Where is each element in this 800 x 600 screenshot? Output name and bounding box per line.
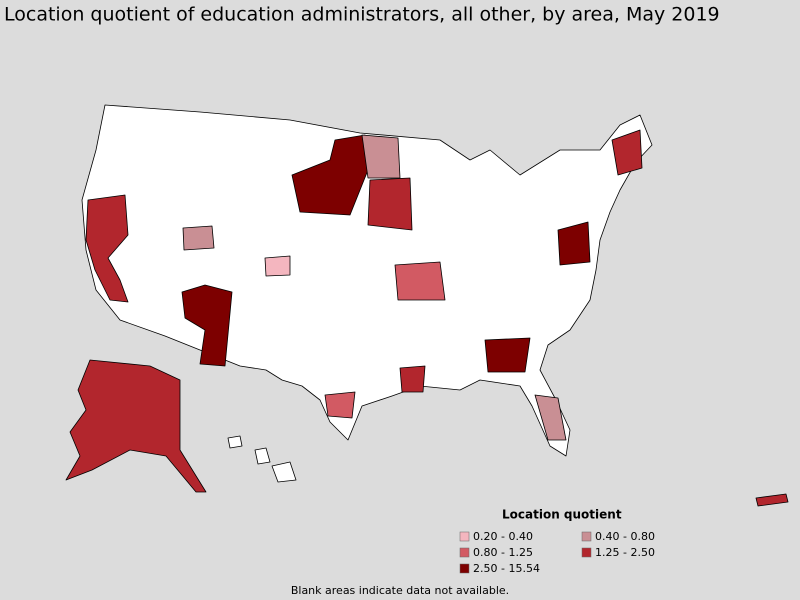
footnote: Blank areas indicate data not available. (291, 584, 509, 597)
region-wisconsin (367, 177, 413, 231)
hawaii-3 (271, 461, 297, 483)
region-florida (534, 394, 567, 441)
legend-label: 0.40 - 0.80 (595, 530, 655, 543)
alaska (65, 359, 207, 493)
hawaii-2 (254, 447, 271, 465)
region-texas (324, 391, 356, 419)
puerto-rico (755, 493, 789, 507)
region-carolina (484, 337, 531, 373)
region-california (85, 194, 129, 303)
legend-label: 2.50 - 15.54 (473, 562, 540, 575)
region-mississippi (399, 365, 426, 393)
legend-swatch (581, 531, 592, 542)
region-colorado (182, 225, 215, 251)
map-title: Location quotient of education administr… (4, 4, 720, 26)
legend-swatch (581, 547, 592, 558)
legend-swatch (459, 531, 470, 542)
legend-swatch (459, 563, 470, 574)
legend: 0.20 - 0.40 0.40 - 0.80 0.80 - 1.25 1.25 - … (459, 530, 655, 575)
legend-swatch (459, 547, 470, 558)
region-newmexico (264, 255, 291, 277)
hawaii-1 (227, 435, 243, 449)
legend-label: 0.20 - 0.40 (473, 530, 533, 543)
legend-title: Location quotient (502, 508, 622, 522)
region-maryland (557, 221, 591, 266)
legend-label: 1.25 - 2.50 (595, 546, 655, 559)
us-map (65, 104, 789, 507)
region-minnesota (361, 134, 401, 179)
region-missouri (394, 261, 446, 301)
region-maine (611, 129, 643, 176)
region-arizona (181, 284, 233, 367)
legend-label: 0.80 - 1.25 (473, 546, 533, 559)
